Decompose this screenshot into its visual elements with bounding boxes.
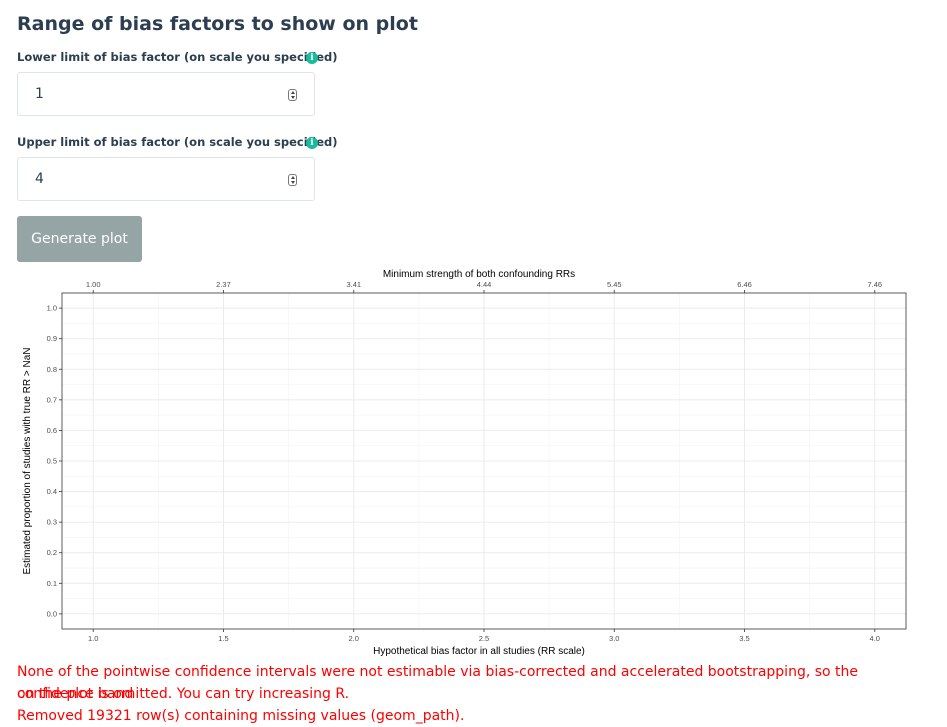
bias-factor-plot: 1.0 1.00 1.5 2.37 2.0 3.41 2.5 4.44 3.0 5.45 3.5 6.… — [22, 269, 907, 657]
top-axis-title: Minimum strength of both confounding RRs — [383, 269, 575, 280]
top-tick-label: 6.46 — [737, 280, 752, 289]
y-tick-label: 0.0 — [47, 609, 57, 618]
lower-limit-value: 1 — [35, 86, 44, 102]
top-tick-label: 3.41 — [346, 280, 361, 289]
y-tick-label: 0.5 — [47, 457, 57, 466]
top-tick-label: 7.46 — [867, 280, 882, 289]
y-tick-label: 0.2 — [47, 548, 57, 557]
lower-limit-label: Lower limit of bias factor (on scale you… — [17, 50, 338, 64]
x-tick-label: 3.5 — [739, 634, 749, 643]
top-tick-label: 4.44 — [477, 280, 492, 289]
y-tick-label: 0.7 — [47, 395, 57, 404]
y-tick-label: 1.0 — [47, 304, 57, 313]
spinner-icon[interactable] — [288, 89, 297, 101]
y-tick-label: 0.8 — [47, 365, 57, 374]
x-tick-label: 3.0 — [609, 634, 619, 643]
lower-limit-input[interactable]: 1 — [17, 72, 315, 116]
warning-message: None of the pointwise confidence interva… — [17, 664, 859, 702]
top-tick-label: 1.00 — [86, 280, 101, 289]
info-circle-icon[interactable]: i — [306, 137, 318, 149]
warning-message: Removed 19321 row(s) containing missing … — [17, 708, 465, 724]
top-tick-label: 2.37 — [216, 280, 231, 289]
x-tick-label: 1.5 — [218, 634, 228, 643]
x-tick-label: 2.0 — [349, 634, 359, 643]
spinner-icon[interactable] — [288, 174, 297, 186]
y-tick-label: 0.3 — [47, 518, 57, 527]
upper-limit-input[interactable]: 4 — [17, 157, 315, 201]
upper-limit-value: 4 — [35, 171, 44, 187]
x-tick-label: 4.0 — [870, 634, 880, 643]
upper-limit-label: Upper limit of bias factor (on scale you… — [17, 135, 338, 149]
y-tick-label: 0.4 — [47, 487, 57, 496]
x-axis-title: Hypothetical bias factor in all studies … — [373, 646, 585, 657]
warning-message: on the plot is omitted. You can try incr… — [17, 686, 350, 702]
x-tick-label: 1.0 — [88, 634, 98, 643]
section-title: Range of bias factors to show on plot — [17, 13, 418, 35]
top-tick-label: 5.45 — [607, 280, 622, 289]
y-tick-label: 0.1 — [47, 579, 57, 588]
x-tick-label: 2.5 — [479, 634, 489, 643]
info-circle-icon[interactable]: i — [306, 52, 318, 64]
generate-plot-button[interactable]: Generate plot — [17, 216, 142, 262]
y-axis-title: Estimated proportion of studies with tru… — [22, 347, 33, 574]
y-tick-label: 0.6 — [47, 426, 57, 435]
y-tick-label: 0.9 — [47, 334, 57, 343]
